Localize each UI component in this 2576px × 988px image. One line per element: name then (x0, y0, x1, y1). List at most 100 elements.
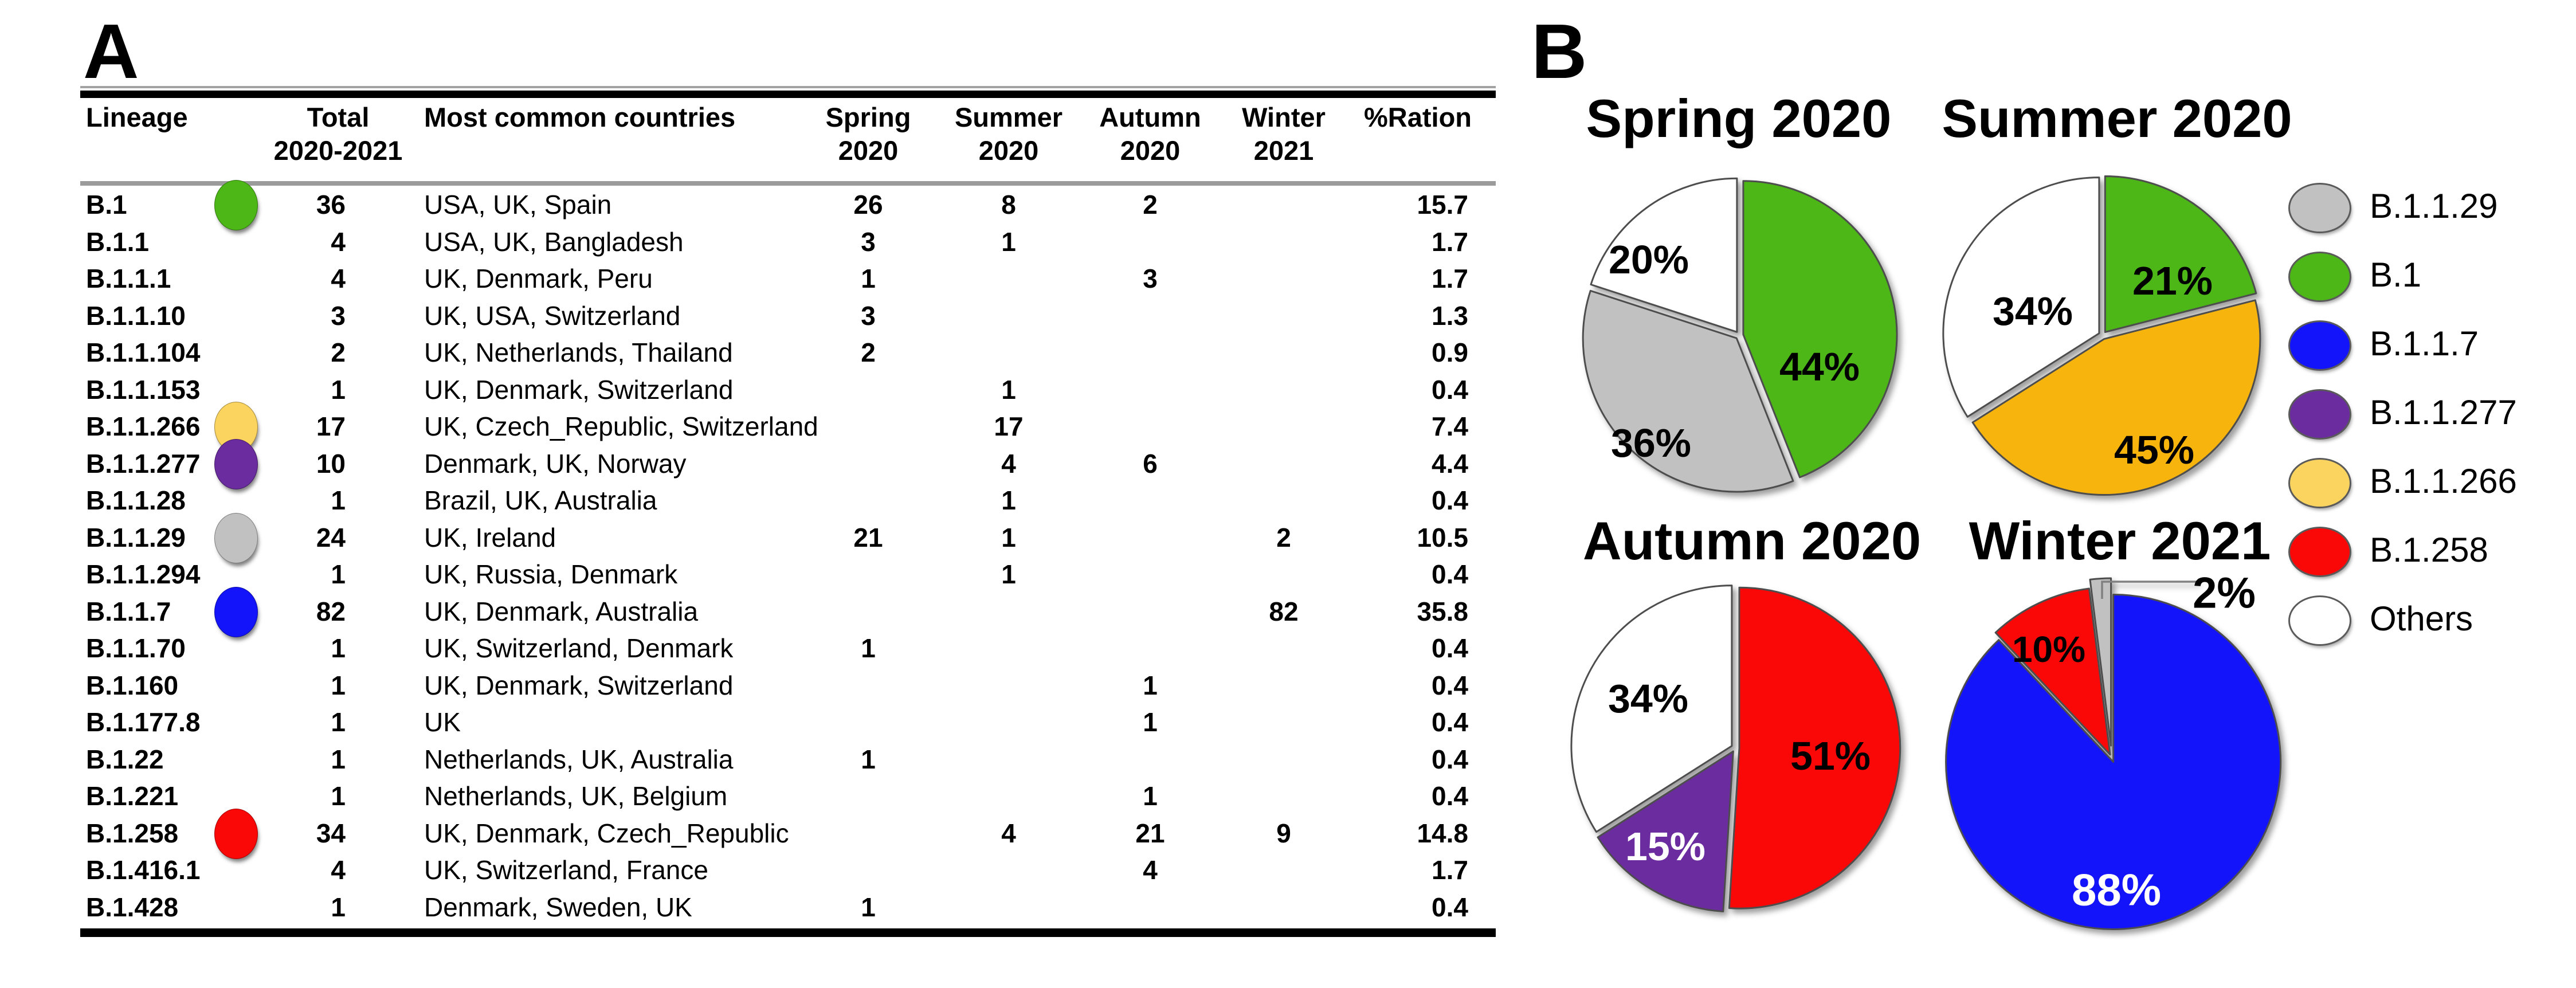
total-cell: 1 (331, 781, 346, 811)
ration-cell: 35.8 (1417, 596, 1468, 626)
countries-cell: UK, Switzerland, Denmark (424, 633, 734, 663)
pie-slice-b-1-1-266 (1971, 299, 2261, 496)
summer-count-cell: 1 (1001, 485, 1016, 515)
pie-chart-winter-2021 (1945, 577, 2281, 930)
pie-percent-label: 21% (2132, 258, 2213, 303)
column-header-autumn: Autumn (1099, 102, 1201, 132)
pie-percent-label: 2% (2193, 569, 2256, 618)
table-top-rule (80, 91, 1496, 98)
lineage-color-dot-icon (214, 586, 258, 637)
table-row: B.1.1.104 2 UK, Netherlands, Thailand 2 0.9 (80, 334, 1496, 371)
column-header-spring-year: 2020 (838, 135, 899, 166)
autumn-count-cell: 4 (1143, 855, 1158, 885)
ration-cell: 0.4 (1432, 374, 1468, 405)
lineage-cell: B.1.22 (86, 744, 164, 774)
legend-label: Others (2370, 599, 2473, 638)
ration-cell: 10.5 (1417, 522, 1468, 552)
pie-slice-others (1942, 177, 2100, 418)
pie-percent-label: 15% (1625, 824, 1706, 869)
pie-slice-b-1 (1742, 180, 1898, 479)
table-row: B.1.160 1 UK, Denmark, Switzerland 1 0.4 (80, 666, 1496, 704)
pie-percent-label: 10% (2012, 629, 2086, 670)
total-cell: 10 (316, 448, 346, 479)
total-cell: 1 (331, 559, 346, 589)
panel-a-label: A (83, 8, 139, 95)
pie-chart-spring-2020 (1582, 177, 1898, 493)
lineage-color-dot-icon (214, 180, 258, 230)
pie-slice-b-1 (2104, 175, 2257, 333)
countries-cell: UK, Czech_Republic, Switzerland (424, 411, 818, 441)
countries-cell: UK, Netherlands, Thailand (424, 338, 733, 367)
pie-percent-label: 45% (2114, 428, 2195, 472)
column-header-spring: Spring (825, 102, 911, 132)
countries-cell: USA, UK, Bangladesh (424, 226, 684, 257)
lineage-cell: B.1 (86, 190, 127, 219)
countries-cell: Denmark, Sweden, UK (424, 892, 692, 922)
lineage-color-dot-icon (214, 512, 258, 563)
column-header-winter: Winter (1242, 102, 1326, 132)
summer-count-cell: 1 (1001, 559, 1016, 589)
countries-cell: UK, Denmark, Switzerland (424, 374, 734, 405)
legend-swatch-icon (2288, 389, 2351, 440)
column-header-winter-year: 2021 (1253, 135, 1314, 166)
pie-slice-b-1-1-7 (1945, 594, 2281, 930)
ration-cell: 0.9 (1432, 338, 1468, 367)
countries-cell: Brazil, UK, Australia (424, 485, 657, 515)
table-row: B.1.22 1 Netherlands, UK, Australia 1 0.4 (80, 740, 1496, 778)
ration-cell: 15.7 (1417, 190, 1468, 219)
lineage-cell: B.1.1.277 (86, 448, 201, 479)
legend-label: B.1.1.7 (2370, 324, 2479, 363)
pie-slice-b-1-1-277 (1597, 750, 1734, 912)
total-cell: 1 (331, 670, 346, 700)
table-row: B.1.1 4 USA, UK, Bangladesh 3 1 1.7 (80, 223, 1496, 261)
lineage-cell: B.1.1.104 (86, 338, 201, 367)
lineage-cell: B.1.221 (86, 781, 179, 811)
total-cell: 1 (331, 374, 346, 405)
table-row: B.1.1.153 1 UK, Denmark, Switzerland 1 0.4 (80, 371, 1496, 409)
lineage-color-dot-icon (214, 438, 258, 489)
autumn-count-cell: 1 (1143, 781, 1158, 811)
autumn-count-cell: 1 (1143, 670, 1158, 700)
table-row: B.1.1.70 1 UK, Switzerland, Denmark 1 0.4 (80, 629, 1496, 667)
column-header-total-years: 2020-2021 (273, 135, 403, 166)
lineage-cell: B.1.258 (86, 818, 179, 848)
spring-count-cell: 21 (853, 522, 883, 552)
total-cell: 4 (331, 264, 346, 293)
total-cell: 1 (331, 633, 346, 663)
table-row: B.1.258 34 UK, Denmark, Czech_Republic 4 21 9… (80, 808, 1496, 859)
table-row: B.1.1.277 10 Denmark, UK, Norway 4 6 4.4 (80, 438, 1496, 489)
lineage-cell: B.1.1.70 (86, 633, 186, 663)
ration-cell: 4.4 (1432, 448, 1468, 479)
ration-cell: 0.4 (1432, 485, 1468, 515)
pie-slice-b-1-1-29 (2089, 577, 2112, 747)
spring-count-cell: 2 (861, 338, 876, 367)
ration-cell: 14.8 (1417, 818, 1468, 848)
summer-count-cell: 4 (1001, 818, 1016, 848)
pie-title-spring-2020: Spring 2020 (1586, 88, 1892, 148)
countries-cell: UK, Russia, Denmark (424, 559, 678, 589)
ration-cell: 0.4 (1432, 744, 1468, 774)
countries-cell: UK, Denmark, Czech_Republic (424, 818, 789, 848)
lineage-cell: B.1.1.10 (86, 300, 186, 331)
ration-cell: 0.4 (1432, 670, 1468, 700)
pie-percent-label: 34% (1607, 676, 1689, 721)
table-row: B.1.221 1 Netherlands, UK, Belgium 1 0.4 (80, 777, 1496, 815)
total-cell: 24 (316, 522, 346, 552)
pie-slice-others (1590, 177, 1738, 333)
total-cell: 4 (331, 855, 346, 885)
pie-title-autumn-2020: Autumn 2020 (1582, 511, 1922, 571)
lineage-cell: B.1.1.1 (86, 264, 171, 293)
pie-chart-summer-2020 (1942, 175, 2261, 496)
table-row: B.1 36 USA, UK, Spain 26 8 2 15.7 (80, 180, 1496, 230)
total-cell: 17 (316, 411, 346, 441)
autumn-count-cell: 3 (1143, 264, 1158, 293)
panel-b-label: B (1531, 8, 1587, 95)
countries-cell: Denmark, UK, Norway (424, 448, 687, 479)
ration-cell: 1.3 (1432, 300, 1468, 331)
table-row: B.1.177.8 1 UK 1 0.4 (80, 703, 1496, 741)
lineage-cell: B.1.1.7 (86, 596, 171, 626)
table-row: B.1.1.266 17 UK, Czech_Republic, Switzerla… (80, 402, 1496, 452)
ration-cell: 0.4 (1432, 892, 1468, 922)
legend-label: B.1.1.29 (2370, 187, 2498, 225)
legend-swatch-icon (2288, 183, 2351, 233)
